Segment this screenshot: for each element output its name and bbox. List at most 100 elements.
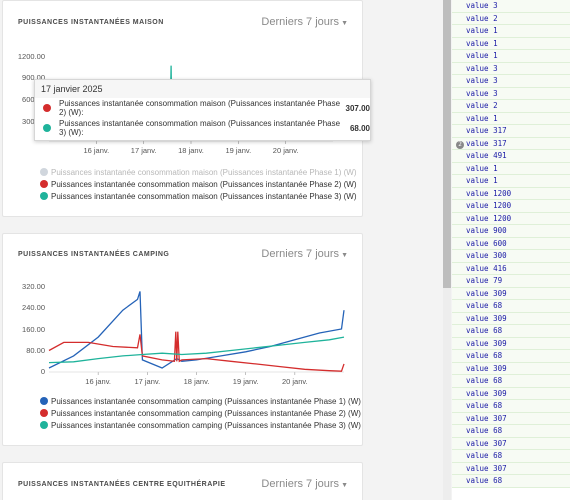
x-tick-label: 19 janv. — [225, 146, 251, 155]
x-tick-label: 17 janv. — [131, 146, 157, 155]
log-row: value 600 — [452, 237, 570, 250]
log-row: value 491 — [452, 150, 570, 163]
chart-card-equitherapie: PUISSANCES INSTANTANÉES CENTRE EQUITHÉRA… — [2, 462, 363, 500]
log-text: value 309 — [466, 388, 507, 398]
log-text: value 68 — [466, 426, 503, 435]
x-tick-label: 16 janv. — [85, 377, 111, 386]
legend-item-phase3[interactable]: Puissances instantanée consommation camp… — [40, 419, 361, 431]
legend-dot-icon — [40, 397, 48, 405]
y-tick-label: 0 — [41, 367, 45, 376]
log-text: value 3 — [466, 1, 498, 10]
repeat-count-badge: 2 — [456, 140, 464, 149]
log-text: value 68 — [466, 401, 503, 410]
card-title: PUISSANCES INSTANTANÉES CAMPING — [18, 251, 170, 258]
log-row: value 1200 — [452, 200, 570, 213]
legend: Puissances instantanée consommation camp… — [40, 395, 361, 431]
card-title: PUISSANCES INSTANTANÉES CENTRE EQUITHÉRA… — [18, 481, 226, 488]
log-row: value 68 — [452, 325, 570, 338]
log-row: value 68 — [452, 475, 570, 488]
log-text: value 3 — [466, 63, 498, 73]
series-line-phase1[interactable] — [48, 291, 345, 369]
legend-dot-icon — [40, 421, 48, 429]
chart-card-camping: PUISSANCES INSTANTANÉES CAMPING Derniers… — [2, 233, 363, 446]
x-tick-label: 20 janv. — [273, 146, 299, 155]
log-row: value 1200 — [452, 187, 570, 200]
caret-down-icon: ▼ — [341, 482, 348, 489]
log-row: value 1 — [452, 50, 570, 63]
scrollbar-thumb[interactable] — [443, 0, 451, 288]
legend-item-phase1[interactable]: Puissances instantanée consommation mais… — [40, 166, 357, 178]
y-tick-label: 160.00 — [22, 325, 45, 334]
log-row: value 79 — [452, 275, 570, 288]
log-text: value 1 — [466, 176, 498, 185]
log-row: value 307 — [452, 437, 570, 450]
log-text: value 68 — [466, 351, 503, 360]
log-row: value 68 — [452, 425, 570, 438]
log-text: value 309 — [466, 313, 507, 323]
log-text: value 416 — [466, 263, 507, 273]
legend-dot-icon — [43, 124, 51, 132]
scrollbar-track[interactable] — [443, 288, 451, 500]
y-tick-label: 900.00 — [22, 73, 45, 82]
legend-dot-icon — [40, 180, 48, 188]
log-row: value 416 — [452, 262, 570, 275]
log-row: value 309 — [452, 312, 570, 325]
y-tick-label: 300.00 — [22, 117, 45, 126]
legend-item-phase2[interactable]: Puissances instantanée consommation mais… — [40, 178, 357, 190]
series-line-phase3[interactable] — [48, 336, 345, 364]
log-text: value 68 — [466, 326, 503, 335]
log-row: value 3 — [452, 62, 570, 75]
tooltip-date: 17 janvier 2025 — [35, 80, 370, 98]
log-row: value 1 — [452, 162, 570, 175]
x-tick-label: 19 janv. — [233, 377, 259, 386]
legend-dot-icon — [40, 409, 48, 417]
tooltip-row-phase3: Puissances instantanée consommation mais… — [35, 118, 370, 138]
x-tick-label: 20 janv. — [282, 377, 308, 386]
log-text: value 1 — [466, 163, 498, 173]
range-dropdown[interactable]: Derniers 7 jours ▼ — [261, 16, 348, 28]
log-row: value 309 — [452, 362, 570, 375]
log-text: value 3 — [466, 88, 498, 98]
legend-item-phase2[interactable]: Puissances instantanée consommation camp… — [40, 407, 361, 419]
legend-dot-icon — [43, 104, 51, 112]
y-tick-label: 240.00 — [22, 303, 45, 312]
log-row: value 300 — [452, 250, 570, 263]
log-row: value 2 — [452, 100, 570, 113]
log-text: value 317 — [466, 138, 507, 148]
range-dropdown[interactable]: Derniers 7 jours ▼ — [261, 248, 348, 260]
log-text: value 1 — [466, 26, 498, 35]
log-text: value 1200 — [466, 188, 512, 198]
legend: Puissances instantanée consommation mais… — [40, 166, 357, 202]
range-dropdown[interactable]: Derniers 7 jours ▼ — [261, 478, 348, 490]
legend-item-phase3[interactable]: Puissances instantanée consommation mais… — [40, 190, 357, 202]
log-row: value 900 — [452, 225, 570, 238]
log-row: 2 value 317 — [452, 137, 570, 150]
caret-down-icon: ▼ — [341, 20, 348, 27]
log-row: value 68 — [452, 350, 570, 363]
y-tick-label: 320.00 — [22, 282, 45, 291]
range-label: Derniers 7 jours — [261, 16, 340, 28]
log-text: value 68 — [466, 451, 503, 460]
log-text: value 307 — [466, 413, 507, 423]
x-tick-label: 17 janv. — [134, 377, 160, 386]
log-text: value 79 — [466, 276, 503, 285]
x-tick-label: 18 janv. — [184, 377, 210, 386]
chart-camping[interactable]: 320.00 240.00 160.00 80.00 0 16 janv. 17 janv.… — [3, 234, 364, 447]
log-row: value 309 — [452, 337, 570, 350]
tooltip-row-phase2: Puissances instantanée consommation mais… — [35, 98, 370, 118]
log-row: value 307 — [452, 462, 570, 475]
log-row: value 1 — [452, 175, 570, 188]
log-text: value 491 — [466, 151, 507, 160]
caret-down-icon: ▼ — [341, 252, 348, 259]
series-line-phase2[interactable] — [48, 331, 345, 372]
log-row: value 3 — [452, 87, 570, 100]
log-row: value 68 — [452, 450, 570, 463]
log-text: value 2 — [466, 13, 498, 23]
log-text: value 1 — [466, 38, 498, 48]
log-text: value 309 — [466, 338, 507, 348]
y-tick-label: 1200.00 — [18, 52, 45, 61]
x-tick-label: 16 janv. — [83, 146, 109, 155]
log-row: value 1 — [452, 37, 570, 50]
legend-item-phase1[interactable]: Puissances instantanée consommation camp… — [40, 395, 361, 407]
log-text: value 300 — [466, 251, 507, 260]
